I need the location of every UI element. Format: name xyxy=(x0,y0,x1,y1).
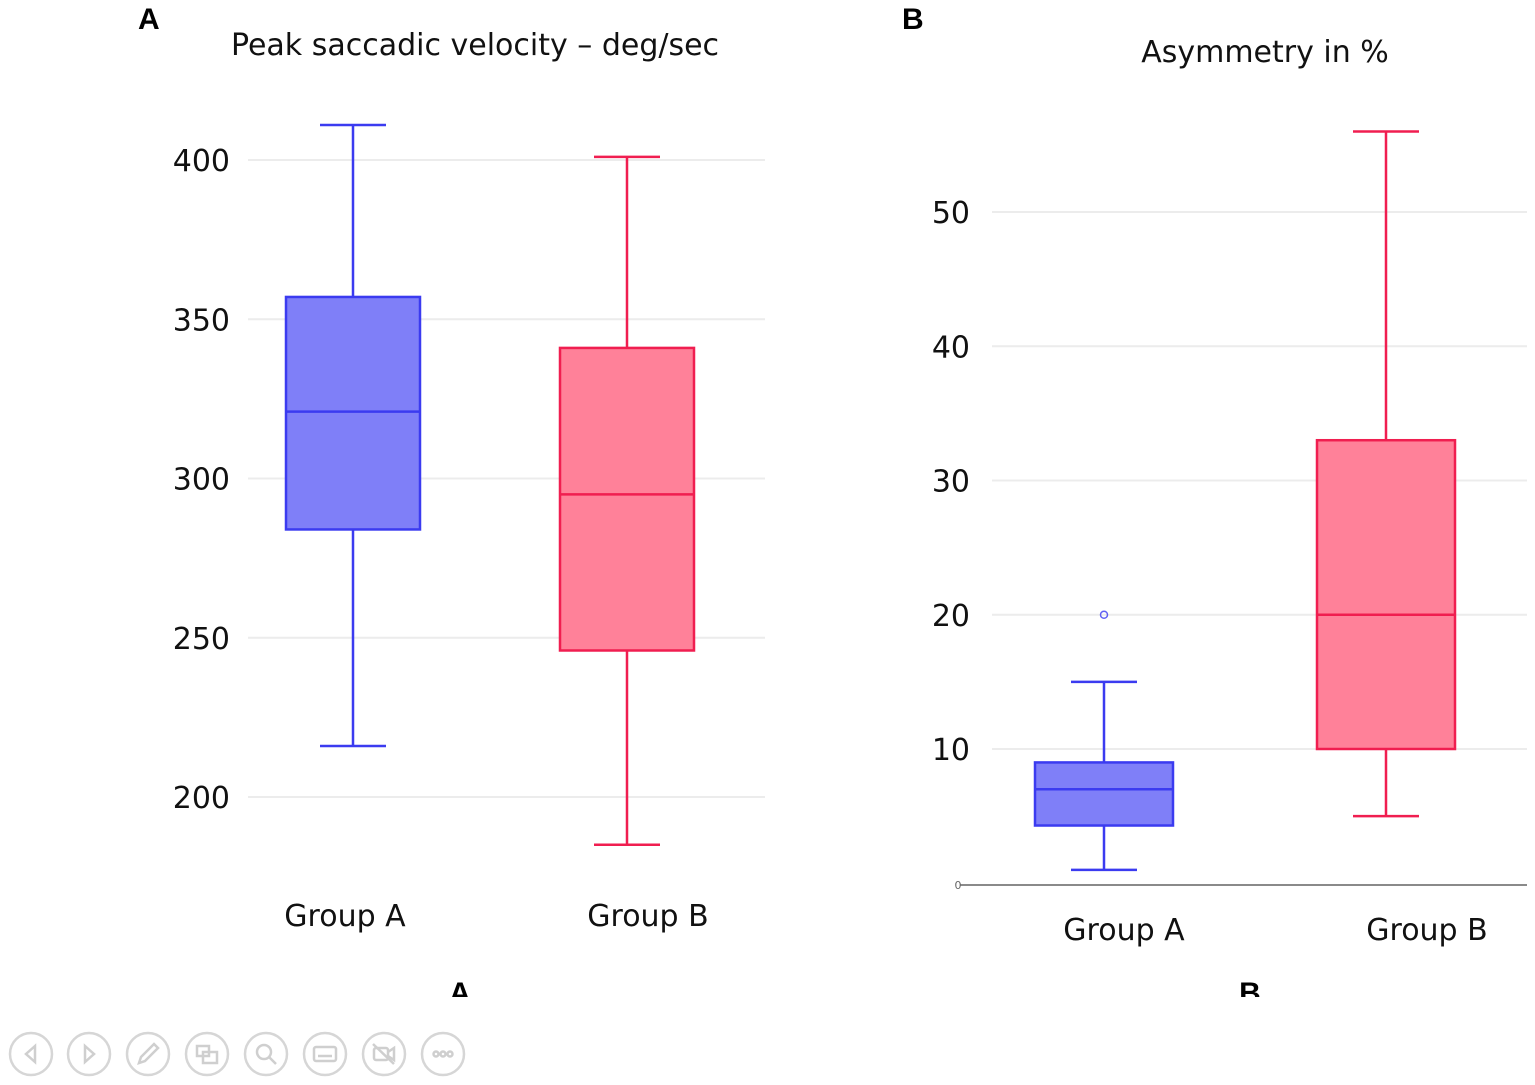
panel-b-box-group-b xyxy=(1315,130,1457,818)
more-icon[interactable] xyxy=(420,1031,466,1077)
slides-icon[interactable] xyxy=(184,1031,230,1077)
panel-b-y-tick-label: 10 xyxy=(932,733,970,768)
panel-b-y-tick-label: 30 xyxy=(932,465,970,500)
outlier-point xyxy=(1099,610,1109,619)
panel-b-title: Asymmetry in % xyxy=(1141,35,1389,70)
panel-b-category-group-a: Group A xyxy=(1063,913,1185,948)
panel-b-y-ticks: 10 20 30 40 50 xyxy=(932,196,970,768)
camera-off-icon[interactable] xyxy=(361,1031,407,1077)
panel-b-y-tick-label: 40 xyxy=(932,330,970,365)
panel-b-y-tick-label: 50 xyxy=(932,196,970,231)
panel-a-box-group-a xyxy=(284,123,422,748)
panel-a-category-group-b: Group B xyxy=(587,899,708,934)
panel-a-y-ticks: 200 250 300 350 400 xyxy=(173,144,230,816)
panel-a-category-group-a: Group A xyxy=(284,899,406,934)
iqr-box xyxy=(284,295,422,531)
slideshow-toolbar xyxy=(8,1031,466,1077)
panel-a-boxes xyxy=(284,123,696,847)
panel-a-letter: A xyxy=(138,3,160,36)
panel-a-y-tick-label: 200 xyxy=(173,781,230,816)
panel-b-boxes xyxy=(1033,130,1457,872)
previous-icon[interactable] xyxy=(8,1031,54,1077)
panel-a-title: Peak saccadic velocity – deg/sec xyxy=(231,28,719,63)
iqr-box xyxy=(1033,761,1175,827)
panel-a-footer-letter: A xyxy=(449,977,471,1010)
panel-b-letter: B xyxy=(902,3,924,36)
panel-a-y-tick-label: 300 xyxy=(173,463,230,498)
zoom-icon[interactable] xyxy=(243,1031,289,1077)
panel-b-zero-tick: 0 xyxy=(955,879,962,892)
panel-b-box-group-a xyxy=(1033,610,1175,872)
panel-a-y-tick-label: 250 xyxy=(173,622,230,657)
panel-a-y-tick-label: 350 xyxy=(173,303,230,338)
iqr-box xyxy=(1315,438,1457,751)
panel-b-category-group-b: Group B xyxy=(1366,913,1487,948)
panel-b-footer-letter: B xyxy=(1239,977,1261,1010)
panel-a-box-group-b xyxy=(558,155,696,847)
panel-b-y-tick-label: 20 xyxy=(932,599,970,634)
panel-a: A Peak saccadic velocity – deg/sec 200 25… xyxy=(138,3,765,1010)
panel-a-y-tick-label: 400 xyxy=(173,144,230,179)
panel-b: B Asymmetry in % 0 10 20 30 40 50 Group A Gr… xyxy=(902,3,1527,1010)
subtitles-icon[interactable] xyxy=(302,1031,348,1077)
iqr-box xyxy=(558,346,696,652)
pen-icon[interactable] xyxy=(125,1031,171,1077)
next-icon[interactable] xyxy=(66,1031,112,1077)
